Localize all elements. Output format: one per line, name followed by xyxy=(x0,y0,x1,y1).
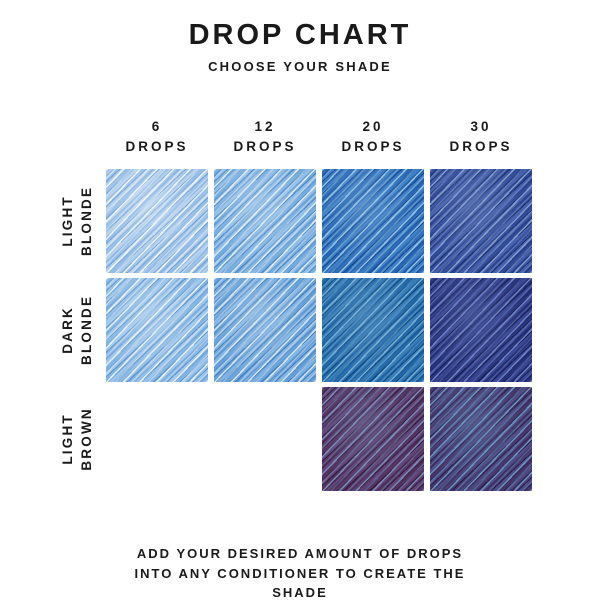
swatch-dark-blonde-30-drops xyxy=(430,278,532,382)
column-amount: 6 xyxy=(151,119,163,134)
swatch-dark-blonde-12-drops xyxy=(214,278,316,382)
page-subtitle: CHOOSE YOUR SHADE xyxy=(208,59,392,74)
column-unit: DROPS xyxy=(341,138,405,154)
footer-note-line: INTO ANY CONDITIONER TO CREATE THE xyxy=(134,565,466,581)
swatch-light-blonde-20-drops xyxy=(322,169,424,273)
column-header-6-drops: 6 DROPS xyxy=(106,117,208,156)
row-label-light-blonde: LIGHT BLONDE xyxy=(40,169,116,273)
page-title: DROP CHART xyxy=(188,19,412,51)
column-header-30-drops: 30 DROPS xyxy=(430,117,532,156)
column-unit: DROPS xyxy=(233,138,297,154)
column-amount: 30 xyxy=(470,119,492,134)
swatch-light-blonde-6-drops xyxy=(106,169,208,273)
row-label-line: LIGHT xyxy=(60,195,76,247)
swatch-light-brown-30-drops xyxy=(430,387,532,491)
row-label-line: DARK xyxy=(60,306,76,354)
row-label-line: BROWN xyxy=(79,407,94,471)
swatch-light-brown-20-drops xyxy=(322,387,424,491)
swatch-light-blonde-30-drops xyxy=(430,169,532,273)
shade-grid xyxy=(106,169,532,491)
swatch-empty xyxy=(214,387,316,491)
row-label-line: LIGHT xyxy=(60,413,76,465)
column-header-12-drops: 12 DROPS xyxy=(214,117,316,156)
column-headers: 6 DROPS 12 DROPS 20 DROPS 30 DROPS xyxy=(106,117,536,156)
footer-note: ADD YOUR DESIRED AMOUNT OF DROPS INTO AN… xyxy=(0,544,600,600)
row-label-dark-blonde: DARK BLONDE xyxy=(40,278,116,382)
footer-note-line: ADD YOUR DESIRED AMOUNT OF DROPS xyxy=(136,546,464,561)
column-header-20-drops: 20 DROPS xyxy=(322,117,424,156)
column-unit: DROPS xyxy=(125,138,189,154)
column-unit: DROPS xyxy=(449,138,513,154)
column-amount: 20 xyxy=(362,119,384,134)
row-label-light-brown: LIGHT BROWN xyxy=(40,387,116,491)
row-label-line: BLONDE xyxy=(78,185,94,257)
swatch-dark-blonde-20-drops xyxy=(322,278,424,382)
swatch-empty xyxy=(106,387,208,491)
swatch-light-blonde-12-drops xyxy=(214,169,316,273)
swatch-dark-blonde-6-drops xyxy=(106,278,208,382)
row-label-line: BLONDE xyxy=(78,294,94,366)
footer-note-line: SHADE xyxy=(272,585,328,600)
column-amount: 12 xyxy=(254,119,276,134)
